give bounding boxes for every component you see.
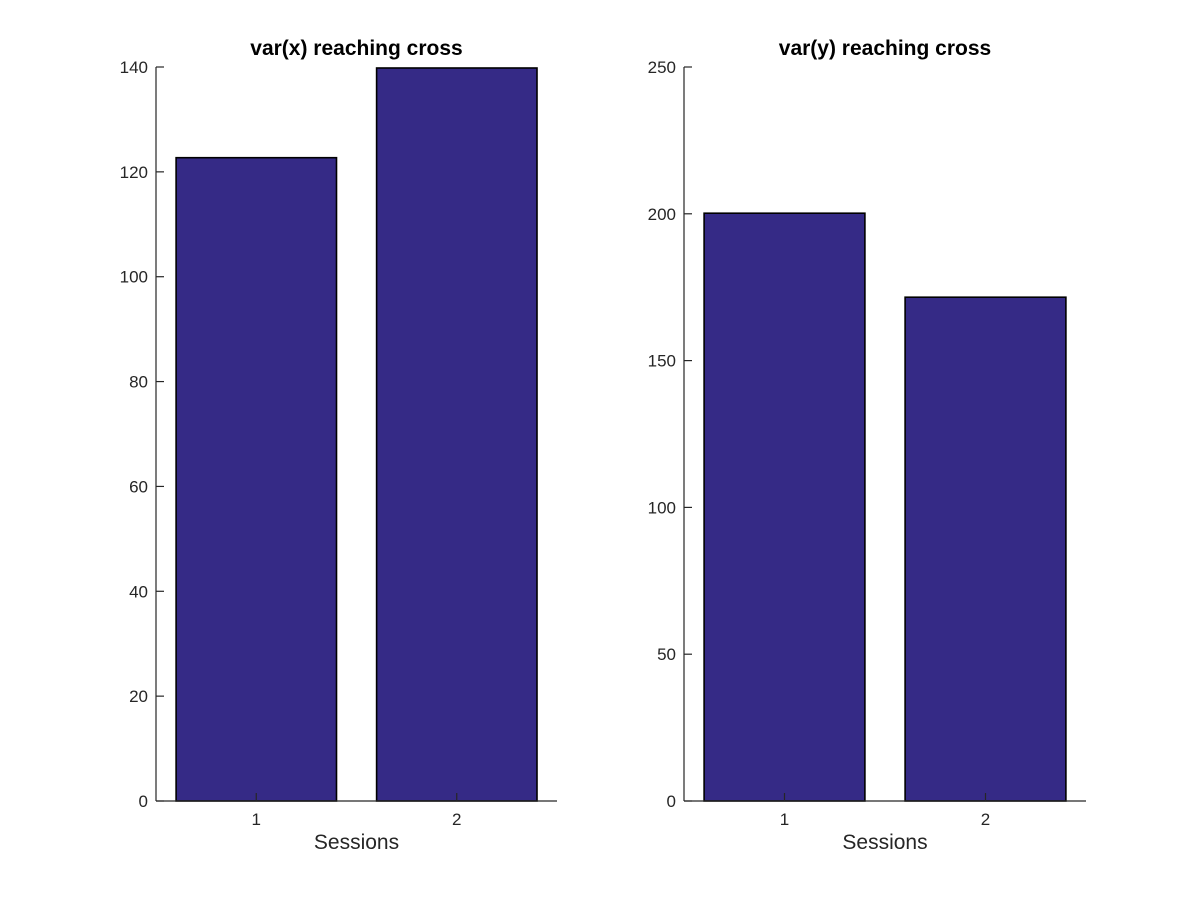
bar-1-1 <box>175 156 338 802</box>
bar-2-2 <box>904 296 1067 802</box>
x-tick-label: 1 <box>780 810 789 829</box>
y-tick-label: 250 <box>648 58 676 77</box>
y-tick-label: 80 <box>129 373 148 392</box>
chart-title: var(y) reaching cross <box>779 37 991 60</box>
y-tick-label: 140 <box>120 58 148 77</box>
bar-1-2 <box>375 67 538 802</box>
chart-title: var(x) reaching cross <box>250 37 462 60</box>
y-tick-label: 40 <box>129 582 148 601</box>
y-tick-label: 100 <box>120 268 148 287</box>
x-tick-label: 1 <box>252 810 261 829</box>
y-tick-label: 0 <box>139 792 148 811</box>
y-tick-label: 120 <box>120 163 148 182</box>
x-axis-label: Sessions <box>314 831 399 854</box>
bar-2-1 <box>703 212 866 802</box>
y-tick-label: 60 <box>129 477 148 496</box>
x-tick-label: 2 <box>452 810 461 829</box>
y-tick-label: 200 <box>648 205 676 224</box>
x-axis-label: Sessions <box>842 831 927 854</box>
y-tick-label: 50 <box>657 645 676 664</box>
y-tick-label: 20 <box>129 687 148 706</box>
y-tick-label: 150 <box>648 352 676 371</box>
y-tick-label: 100 <box>648 498 676 517</box>
y-tick-label: 0 <box>667 792 676 811</box>
x-tick-label: 2 <box>981 810 990 829</box>
